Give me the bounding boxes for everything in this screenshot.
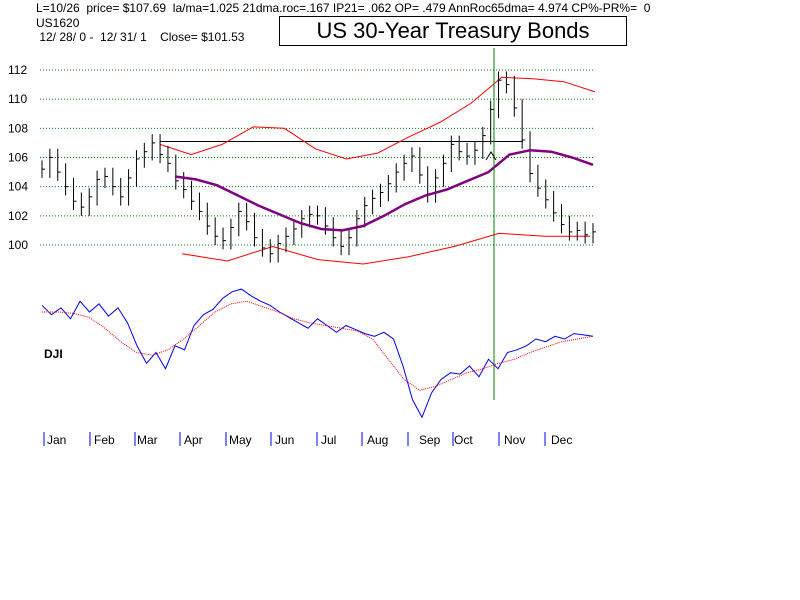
upper-band-line: [159, 76, 596, 160]
month-label: Jun: [275, 433, 294, 447]
month-label: Mar: [137, 433, 158, 447]
header-stats-line: L=10/26 price= $107.69 la/ma=1.025 21dma…: [36, 1, 651, 15]
month-label: Jul: [321, 433, 336, 447]
month-label: Apr: [184, 433, 203, 447]
month-label: Nov: [504, 433, 525, 447]
y-tick-label: 108: [8, 121, 28, 135]
y-tick-label: 112: [8, 63, 27, 77]
moving-average-line: [174, 148, 594, 232]
y-tick-label: 102: [8, 209, 28, 223]
chart-title: US 30-Year Treasury Bonds: [279, 16, 627, 46]
lower-band-line: [181, 232, 590, 265]
month-label: Jan: [47, 433, 66, 447]
header-symbol: US1620: [36, 16, 80, 30]
dji-series-line: [41, 288, 594, 419]
y-tick-label: 106: [8, 151, 28, 165]
y-tick-label: 100: [8, 238, 28, 252]
month-label: Oct: [454, 433, 473, 447]
y-tick-label: 110: [8, 92, 27, 106]
month-label: May: [229, 433, 252, 447]
month-label: Dec: [551, 433, 572, 447]
month-label: Aug: [367, 433, 388, 447]
dji-moving-average-line: [42, 300, 594, 391]
header-date-range: 12/ 28/ 0 - 12/ 31/ 1 Close= $101.53: [36, 30, 245, 44]
dji-label: DJI: [44, 347, 63, 361]
month-label: Sep: [419, 433, 441, 447]
month-label: Feb: [94, 433, 115, 447]
signal-arrow-left: [485, 151, 497, 161]
y-tick-label: 104: [8, 180, 28, 194]
